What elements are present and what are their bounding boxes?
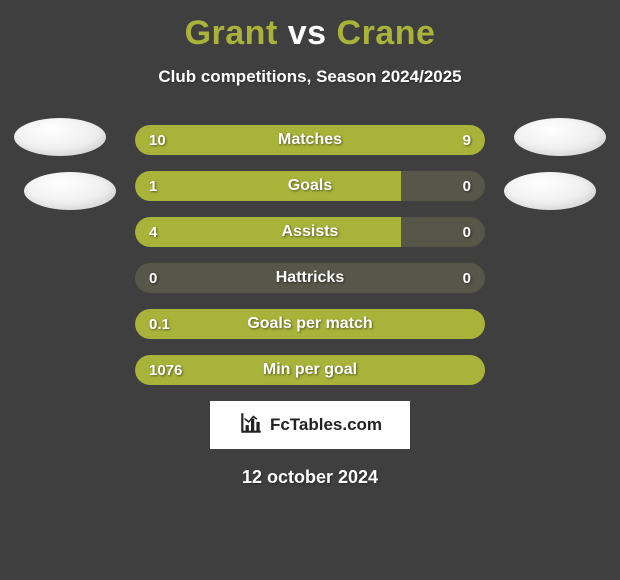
stat-row: 1Goals0 [135, 171, 485, 201]
stat-row: 4Assists0 [135, 217, 485, 247]
stat-row: 1076Min per goal [135, 355, 485, 385]
title-vs: vs [288, 14, 327, 52]
stat-label: Matches [135, 125, 485, 155]
stat-label: Assists [135, 217, 485, 247]
stat-value-right: 9 [463, 125, 471, 155]
stat-label: Hattricks [135, 263, 485, 293]
stat-label: Goals [135, 171, 485, 201]
comparison-card: Grant vs Crane Club competitions, Season… [0, 0, 620, 580]
title-player2: Crane [337, 14, 436, 52]
player1-avatar-bottom [24, 172, 116, 210]
stat-row: 0Hattricks0 [135, 263, 485, 293]
logo-text: FcTables.com [270, 415, 382, 435]
stat-value-right: 0 [463, 263, 471, 293]
player1-avatar-top [14, 118, 106, 156]
chart-icon [238, 410, 264, 441]
stat-value-right: 0 [463, 171, 471, 201]
player2-avatar-bottom [504, 172, 596, 210]
date-label: 12 october 2024 [0, 467, 620, 488]
subtitle: Club competitions, Season 2024/2025 [0, 67, 620, 87]
stat-label: Min per goal [135, 355, 485, 385]
player2-avatar-top [514, 118, 606, 156]
title-player1: Grant [185, 14, 278, 52]
stats-bars: 10Matches91Goals04Assists00Hattricks00.1… [0, 125, 620, 385]
stat-label: Goals per match [135, 309, 485, 339]
fctables-logo[interactable]: FcTables.com [210, 401, 410, 449]
page-title: Grant vs Crane [0, 14, 620, 53]
stat-row: 0.1Goals per match [135, 309, 485, 339]
stat-row: 10Matches9 [135, 125, 485, 155]
stat-value-right: 0 [463, 217, 471, 247]
